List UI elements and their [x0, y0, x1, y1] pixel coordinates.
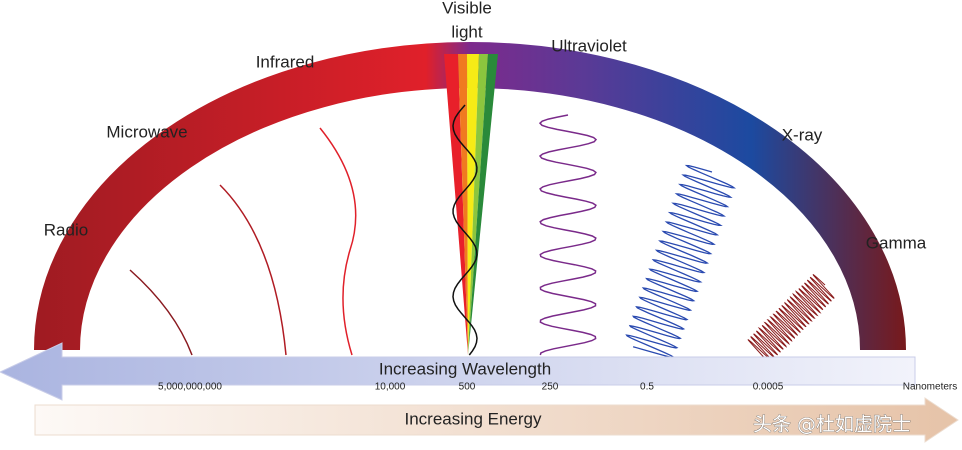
watermark: 头条 @杜如虚院士 — [753, 414, 911, 436]
wave — [319, 127, 357, 356]
wave — [129, 269, 193, 356]
wave — [625, 164, 737, 359]
band-label: Microwave — [106, 122, 187, 141]
scale-unit: Nanometers — [903, 382, 957, 393]
visible-wedge — [444, 54, 498, 355]
scale-tick: 500 — [459, 382, 476, 393]
energy-arrow — [34, 397, 959, 443]
wavelength-label: Increasing Wavelength — [379, 359, 551, 378]
band-label: Infrared — [256, 52, 315, 71]
waves — [129, 104, 835, 363]
scale-tick: 10,000 — [375, 382, 406, 393]
wave — [538, 114, 598, 356]
band-label: Ultraviolet — [551, 36, 627, 55]
band-label: Gamma — [866, 233, 927, 252]
wave — [747, 273, 835, 363]
scale-tick: 0.5 — [640, 382, 654, 393]
scale-tick: 5,000,000,000 — [158, 382, 222, 393]
band-label: Visible — [442, 0, 492, 17]
wavelength-arrow — [0, 342, 916, 401]
wave — [452, 104, 478, 356]
wave — [219, 184, 287, 356]
band-label: light — [451, 22, 482, 41]
scale-tick: 250 — [542, 382, 559, 393]
band-label: Radio — [44, 220, 88, 239]
energy-label: Increasing Energy — [404, 409, 542, 428]
band-label: X-ray — [782, 125, 823, 144]
scale-tick: 0.0005 — [753, 382, 784, 393]
